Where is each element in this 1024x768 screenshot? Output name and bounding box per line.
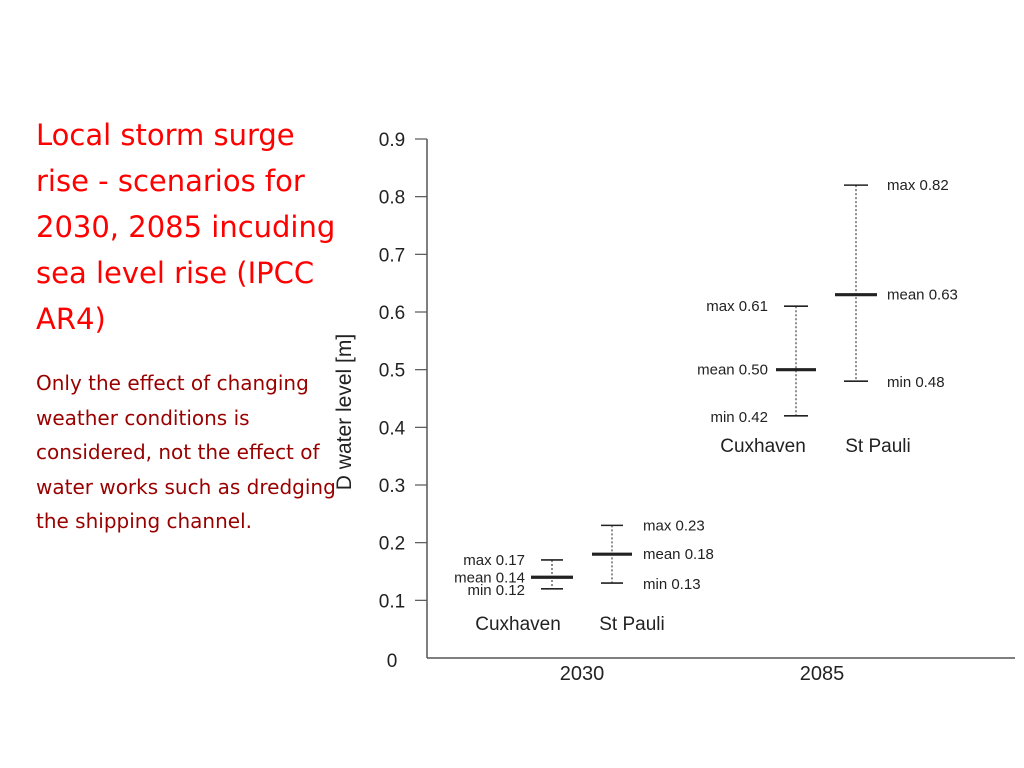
y-tick-label: 0 <box>387 651 398 672</box>
y-tick-label: 0.3 <box>379 476 405 497</box>
mean-label: mean 0.50 <box>697 362 768 379</box>
slide-subtitle: Only the effect of changing weather cond… <box>36 371 336 533</box>
mean-label: mean 0.63 <box>887 287 958 304</box>
slide-title: Local storm surge rise - scenarios for 2… <box>36 118 336 336</box>
station-label: Cuxhaven <box>475 614 561 635</box>
min-label: min 0.13 <box>643 576 701 593</box>
y-axis-label: D water level [m] <box>333 334 356 490</box>
y-tick-label: 0.1 <box>379 591 405 612</box>
y-tick-label: 0.9 <box>379 130 405 151</box>
mean-label: mean 0.14 <box>454 569 525 586</box>
station-label: St Pauli <box>599 614 664 635</box>
y-tick-label: 0.8 <box>379 188 405 209</box>
max-label: max 0.82 <box>887 177 949 194</box>
min-label: min 0.48 <box>887 374 945 391</box>
y-tick-label: 0.6 <box>379 303 405 324</box>
min-label: min 0.42 <box>710 409 768 426</box>
max-label: max 0.23 <box>643 517 705 534</box>
y-tick-label: 0.7 <box>379 245 405 266</box>
y-tick-label: 0.4 <box>379 418 406 439</box>
x-category-label: 2030 <box>560 663 605 685</box>
station-label: St Pauli <box>845 436 910 457</box>
y-tick-label: 0.5 <box>379 361 405 382</box>
max-label: max 0.17 <box>463 552 525 569</box>
max-label: max 0.61 <box>706 298 768 315</box>
x-category-label: 2085 <box>800 663 845 685</box>
station-label: Cuxhaven <box>720 436 806 457</box>
y-tick-label: 0.2 <box>379 534 405 555</box>
min-label: min 0.12 <box>467 582 525 599</box>
mean-label: mean 0.18 <box>643 546 714 563</box>
